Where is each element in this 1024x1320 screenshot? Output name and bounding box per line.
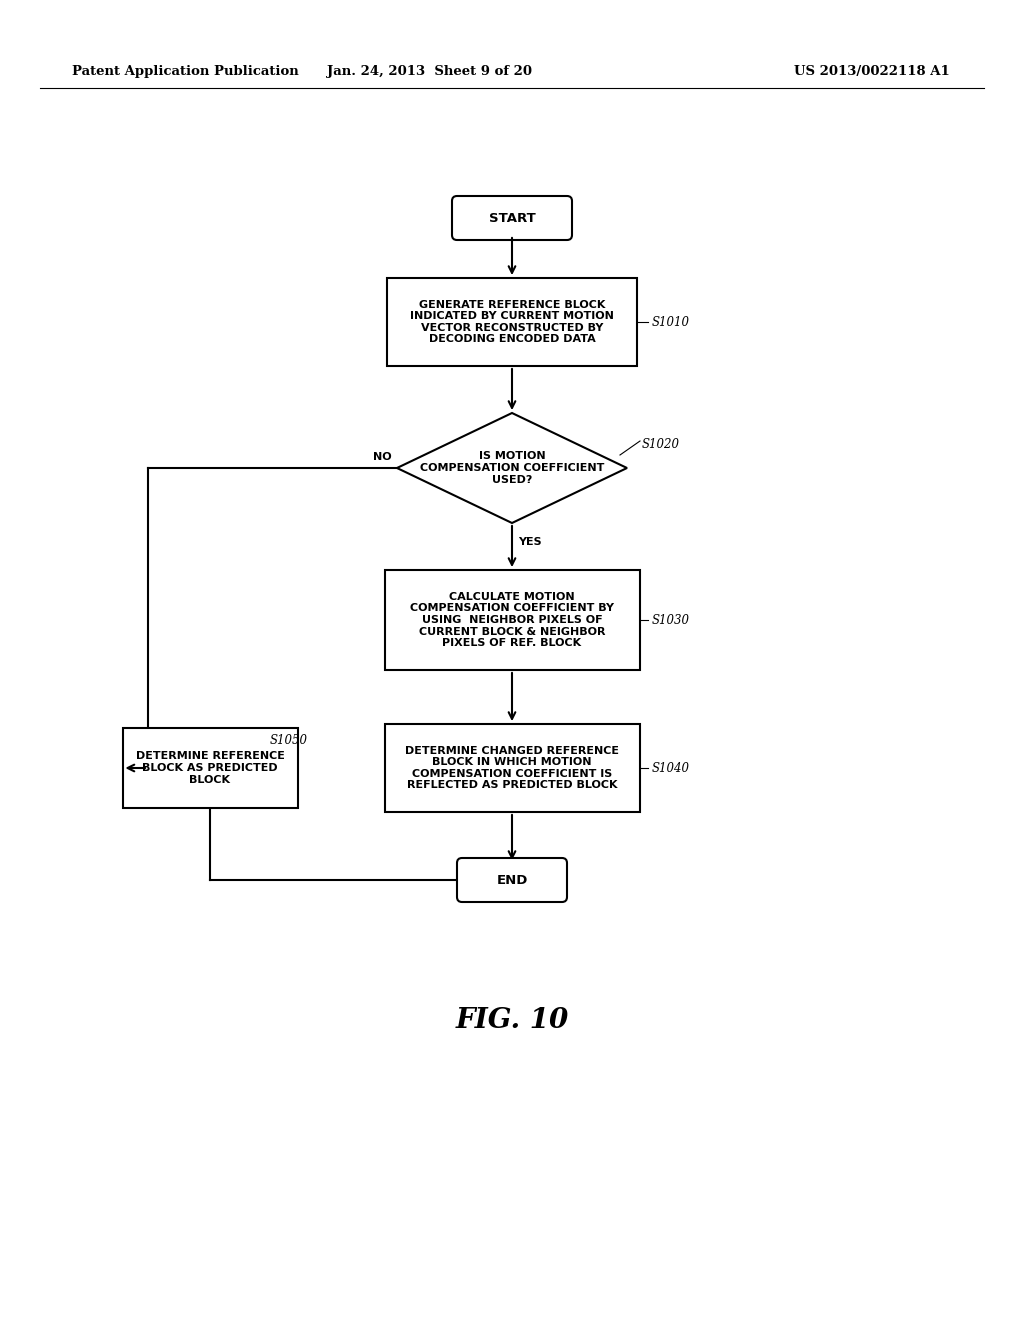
Text: S1010: S1010 xyxy=(652,315,690,329)
Text: END: END xyxy=(497,874,527,887)
Text: NO: NO xyxy=(374,451,392,462)
Text: IS MOTION
COMPENSATION COEFFICIENT
USED?: IS MOTION COMPENSATION COEFFICIENT USED? xyxy=(420,451,604,484)
Text: S1040: S1040 xyxy=(652,762,690,775)
Polygon shape xyxy=(397,413,627,523)
Text: Patent Application Publication: Patent Application Publication xyxy=(72,66,299,78)
Text: GENERATE REFERENCE BLOCK
INDICATED BY CURRENT MOTION
VECTOR RECONSTRUCTED BY
DEC: GENERATE REFERENCE BLOCK INDICATED BY CU… xyxy=(410,300,614,345)
Bar xyxy=(384,570,640,671)
Text: FIG. 10: FIG. 10 xyxy=(456,1006,568,1034)
Text: YES: YES xyxy=(518,537,542,546)
Text: CALCULATE MOTION
COMPENSATION COEFFICIENT BY
USING  NEIGHBOR PIXELS OF
CURRENT B: CALCULATE MOTION COMPENSATION COEFFICIEN… xyxy=(410,591,614,648)
Text: DETERMINE REFERENCE
BLOCK AS PREDICTED
BLOCK: DETERMINE REFERENCE BLOCK AS PREDICTED B… xyxy=(135,751,285,784)
Text: S1050: S1050 xyxy=(270,734,308,747)
Text: DETERMINE CHANGED REFERENCE
BLOCK IN WHICH MOTION
COMPENSATION COEFFICIENT IS
RE: DETERMINE CHANGED REFERENCE BLOCK IN WHI… xyxy=(406,746,618,791)
Text: Jan. 24, 2013  Sheet 9 of 20: Jan. 24, 2013 Sheet 9 of 20 xyxy=(328,66,532,78)
FancyBboxPatch shape xyxy=(452,195,572,240)
FancyBboxPatch shape xyxy=(457,858,567,902)
Bar xyxy=(384,723,640,812)
Text: START: START xyxy=(488,211,536,224)
Bar xyxy=(123,729,298,808)
Text: US 2013/0022118 A1: US 2013/0022118 A1 xyxy=(795,66,950,78)
Text: S1020: S1020 xyxy=(642,438,680,451)
Text: S1030: S1030 xyxy=(652,614,690,627)
Bar xyxy=(387,279,637,366)
